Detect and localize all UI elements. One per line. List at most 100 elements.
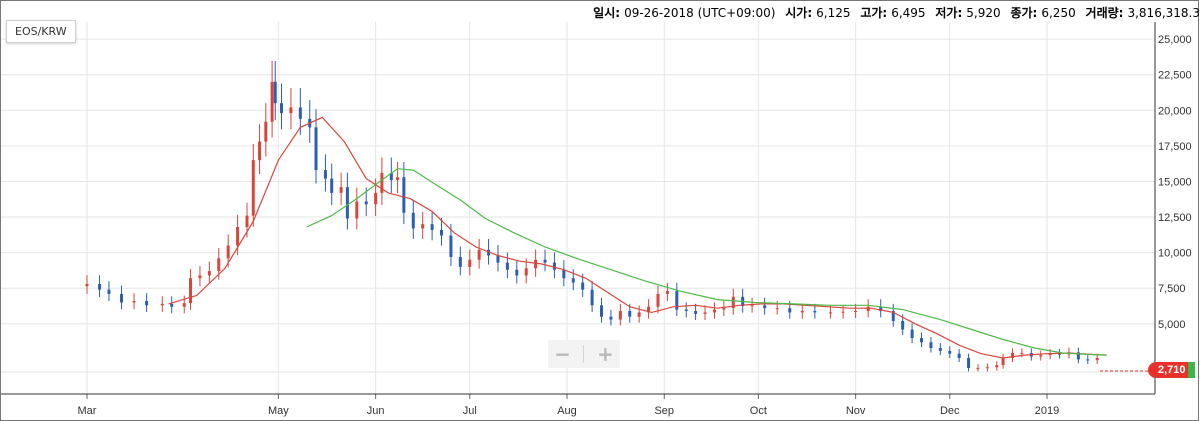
candle-body xyxy=(722,308,726,310)
candle-body xyxy=(1058,353,1062,355)
candle-body xyxy=(829,312,833,314)
y-tick-label: 10,000 xyxy=(1158,248,1192,260)
candle-body xyxy=(712,309,716,313)
volume-value: 3,816,318.3 xyxy=(1127,6,1200,20)
y-tick-label: 12,500 xyxy=(1158,212,1192,224)
candle-body xyxy=(938,348,942,351)
candle-body xyxy=(458,256,462,267)
candle-body xyxy=(731,296,735,309)
candle-body xyxy=(775,308,779,310)
candle-body xyxy=(298,107,302,119)
candle-body xyxy=(374,192,378,205)
candle-body xyxy=(995,365,999,368)
candle-body xyxy=(345,187,349,219)
candle-body xyxy=(948,350,952,354)
candle-body xyxy=(581,282,585,290)
symbol-tag[interactable]: EOS/KRW xyxy=(6,20,76,43)
y-tick-label: 17,500 xyxy=(1158,141,1192,153)
date-label: 일시: xyxy=(593,6,621,20)
x-tick-label: Sep xyxy=(654,405,674,417)
candle-body xyxy=(750,305,754,307)
close-label: 종가: xyxy=(1010,6,1038,20)
zoom-in-button[interactable]: + xyxy=(596,342,614,366)
candle-body xyxy=(421,224,425,229)
x-tick-label: Dec xyxy=(940,405,960,417)
candle-body xyxy=(694,311,698,314)
candle-body xyxy=(562,269,566,279)
last-price-badge-alt xyxy=(1188,362,1195,378)
x-tick-label: May xyxy=(268,405,289,417)
candle-body xyxy=(505,262,509,270)
candle-body xyxy=(258,141,262,161)
x-tick-label: Jun xyxy=(367,405,385,417)
candle-body xyxy=(515,269,519,276)
zoom-out-button[interactable]: − xyxy=(554,342,571,366)
candle-body xyxy=(440,229,444,236)
y-tick-label: 15,000 xyxy=(1158,176,1192,188)
candle-body xyxy=(901,320,905,330)
x-tick-label: Mar xyxy=(78,405,97,417)
y-tick-label: 7,500 xyxy=(1158,283,1186,295)
candle-body xyxy=(571,278,575,283)
candle-body xyxy=(189,278,193,304)
open-label: 시가: xyxy=(785,6,813,20)
candle-body xyxy=(985,367,989,369)
candle-body xyxy=(245,215,249,228)
candle-body xyxy=(98,283,102,290)
candle-body xyxy=(380,172,384,193)
candle-body xyxy=(430,224,434,230)
candle-body xyxy=(618,311,622,320)
candle-body xyxy=(198,275,202,279)
candle-body xyxy=(552,262,556,270)
zoom-divider xyxy=(583,345,585,363)
candle-body xyxy=(1086,359,1090,361)
candle-body xyxy=(280,103,284,114)
candle-body xyxy=(763,305,767,309)
candle-body xyxy=(637,312,641,317)
candle-body xyxy=(487,249,491,256)
low-value: 5,920 xyxy=(966,6,1001,20)
candle-body xyxy=(289,107,293,114)
candle-body xyxy=(1010,353,1014,358)
candle-body xyxy=(813,311,817,313)
candle-body xyxy=(879,306,883,312)
candle-body xyxy=(600,305,604,317)
candle-body xyxy=(107,289,111,294)
candle-body xyxy=(273,81,277,104)
candle-body xyxy=(264,121,268,142)
y-tick-label: 5,000 xyxy=(1158,319,1186,331)
zoom-controls: − + xyxy=(548,340,620,368)
candle-body xyxy=(920,338,924,343)
candle-body xyxy=(534,259,538,269)
low-label: 저가: xyxy=(935,6,963,20)
candle-body xyxy=(355,201,359,219)
candle-body xyxy=(389,172,393,181)
candle-body xyxy=(628,311,632,317)
candle-body xyxy=(160,303,164,306)
volume-label: 거래량: xyxy=(1085,6,1124,20)
candle-body xyxy=(866,306,870,312)
high-value: 6,495 xyxy=(891,6,926,20)
y-tick-label: 20,000 xyxy=(1158,105,1192,117)
candle-body xyxy=(841,311,845,313)
x-tick-label: 2019 xyxy=(1035,405,1059,417)
candle-body xyxy=(976,367,980,369)
plot-area xyxy=(1,22,1155,394)
y-tick-label: 25,000 xyxy=(1158,34,1192,46)
candle-body xyxy=(967,357,971,368)
candle-body xyxy=(449,235,453,257)
candle-body xyxy=(647,306,651,313)
candle-body xyxy=(251,160,255,216)
candle-body xyxy=(543,259,547,263)
y-tick-label: 22,500 xyxy=(1158,70,1192,82)
candle-body xyxy=(684,309,688,312)
candle-body xyxy=(477,249,481,260)
candle-body xyxy=(411,212,415,229)
candle-body xyxy=(402,177,406,213)
candle-body xyxy=(120,293,124,303)
candle-body xyxy=(665,291,669,294)
candle-body xyxy=(656,293,660,307)
candle-body xyxy=(609,316,613,320)
candle-body xyxy=(703,312,707,314)
